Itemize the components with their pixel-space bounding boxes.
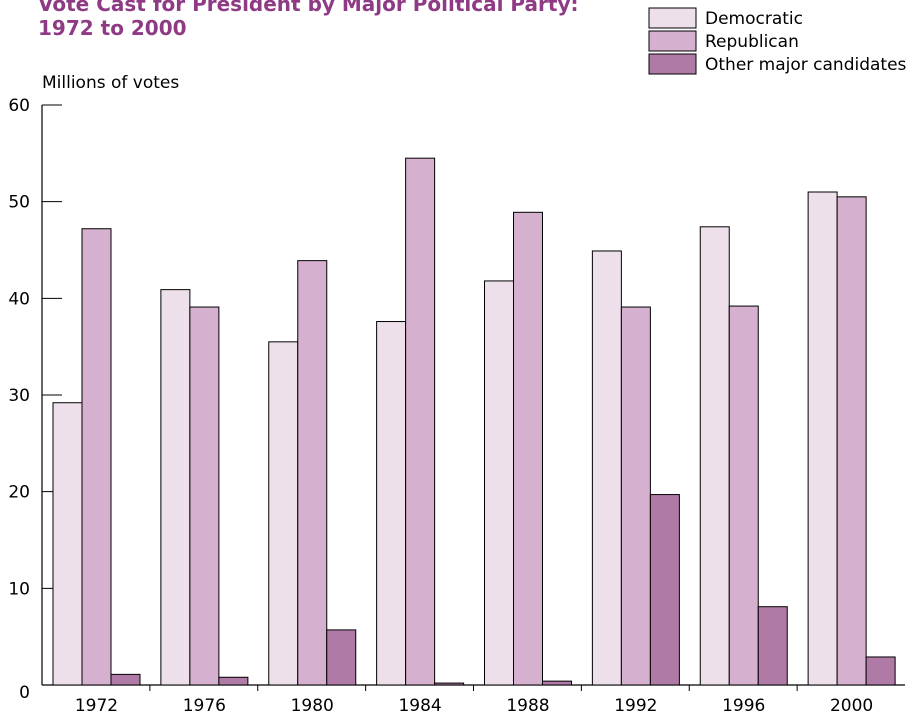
bar-other-major-candidates-1984 [434, 682, 465, 686]
y-tick-label: 30 [8, 386, 30, 406]
y-tick-label: 50 [8, 193, 30, 213]
legend-swatch-2 [648, 53, 697, 75]
bar-republican-1996 [728, 305, 759, 686]
y-ticks: 0 10 20 30 40 50 60 [8, 96, 62, 703]
y-tick-label: 60 [8, 96, 30, 116]
bar-other-major-candidates-1996 [757, 606, 788, 686]
bar-democratic-1988 [484, 280, 514, 686]
bar-other-major-candidates-1980 [326, 629, 357, 686]
bars [52, 157, 896, 686]
y-tick-label: 0 [19, 683, 30, 703]
bar-republican-1972 [81, 228, 112, 686]
chart-title-line2: 1972 to 2000 [38, 16, 187, 40]
bar-republican-1988 [513, 211, 543, 686]
y-tick-label: 20 [8, 483, 30, 503]
x-tick-label: 2000 [830, 696, 873, 716]
bar-democratic-1992 [591, 250, 622, 686]
bar-democratic-1984 [376, 321, 407, 686]
x-tick-label: 1972 [75, 696, 118, 716]
bar-republican-1984 [405, 157, 436, 686]
bar-other-major-candidates-1972 [110, 673, 141, 686]
x-tick-label: 1984 [398, 696, 441, 716]
y-axis-title: Millions of votes [42, 73, 179, 93]
y-tick-label: 10 [8, 579, 30, 599]
x-tick-label: 1988 [506, 696, 549, 716]
bar-other-major-candidates-1976 [218, 676, 249, 686]
bar-republican-2000 [836, 196, 867, 686]
x-tick-label: 1976 [183, 696, 226, 716]
bar-republican-1976 [189, 306, 220, 686]
legend-swatch-1 [648, 30, 697, 52]
chart-title-line1: Vote Cast for President by Major Politic… [38, 0, 578, 16]
bar-other-major-candidates-1992 [649, 494, 680, 686]
y-tick-label: 40 [8, 289, 30, 309]
bar-democratic-2000 [807, 191, 838, 686]
legend-label-0: Democratic [705, 9, 803, 29]
legend: Democratic Republican Other major candidat… [648, 7, 907, 75]
bar-other-major-candidates-2000 [865, 656, 896, 686]
x-tick-label: 1980 [291, 696, 334, 716]
bar-democratic-1996 [699, 226, 730, 686]
legend-label-2: Other major candidates [705, 55, 907, 75]
bar-republican-1992 [620, 306, 651, 686]
x-tick-label: 1996 [722, 696, 765, 716]
legend-label-1: Republican [705, 32, 799, 52]
bar-other-major-candidates-1988 [542, 680, 572, 686]
bar-republican-1980 [297, 260, 328, 686]
bar-democratic-1972 [52, 402, 83, 686]
bar-democratic-1980 [268, 341, 299, 686]
x-tick-label: 1992 [614, 696, 657, 716]
bar-democratic-1976 [160, 289, 191, 686]
x-ticks: 1972 1976 1980 1984 1988 1992 1996 2000 [75, 685, 873, 716]
legend-swatch-0 [648, 7, 697, 29]
